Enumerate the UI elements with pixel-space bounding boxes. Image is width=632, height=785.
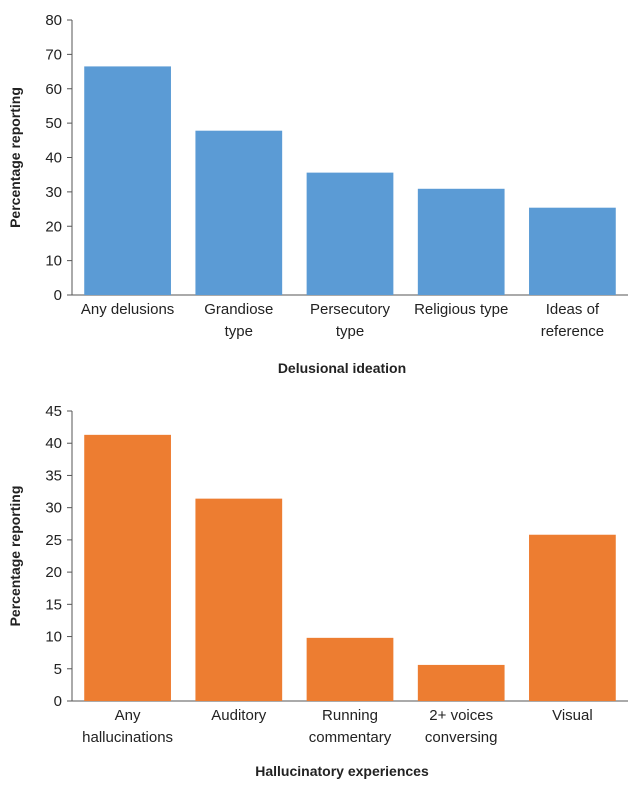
y-tick-label: 5 [54,661,62,678]
category-label: Any hallucinations [82,707,173,746]
category-label: Ideas of reference [541,301,604,340]
y-tick-label: 0 [54,287,62,304]
y-tick-label: 40 [45,435,62,452]
y-tick-label: 60 [45,81,62,98]
y-tick-label: 0 [54,693,62,710]
bar [417,664,505,701]
y-tick-label: 50 [45,115,62,132]
y-tick-label: 30 [45,500,62,517]
category-label: Persecutory type [310,301,391,340]
y-tick-label: 45 [45,403,62,420]
category-label: Auditory [211,707,267,724]
y-tick-label: 30 [45,184,62,201]
y-tick-label: 10 [45,629,62,646]
y-tick-label: 25 [45,532,62,549]
bar [529,534,616,701]
y-tick-label: 35 [45,467,62,484]
bar [195,498,283,701]
category-label: Grandiose type [204,301,273,340]
y-axis-label: Percentage reporting [7,87,23,228]
bar [417,188,505,295]
bar [529,207,616,295]
y-tick-label: 20 [45,564,62,581]
y-tick-label: 40 [45,150,62,167]
category-label: 2+ voices conversing [425,707,498,746]
category-label: Running commentary [309,707,392,746]
category-label: Any delusions [81,301,174,318]
y-tick-label: 20 [45,218,62,235]
y-tick-label: 80 [45,12,62,29]
bar [195,130,283,295]
category-label: Religious type [414,301,508,318]
y-tick-label: 15 [45,596,62,613]
bar [84,66,171,295]
delusional-ideation-chart: 0 10 20 30 40 50 60 70 80 Any delusions Grandiose t… [7,12,628,376]
hallucinatory-experiences-chart: 0 5 10 15 20 25 30 35 40 45 Any hallucinations Audit… [7,403,628,779]
bar [84,434,171,701]
bar [306,172,394,295]
x-axis-label: Delusional ideation [278,360,406,376]
y-tick-label: 70 [45,46,62,63]
x-axis-label: Hallucinatory experiences [255,763,429,779]
category-label: Visual [552,707,593,724]
bar [306,637,394,701]
y-tick-label: 10 [45,253,62,270]
y-axis-label: Percentage reporting [7,486,23,627]
